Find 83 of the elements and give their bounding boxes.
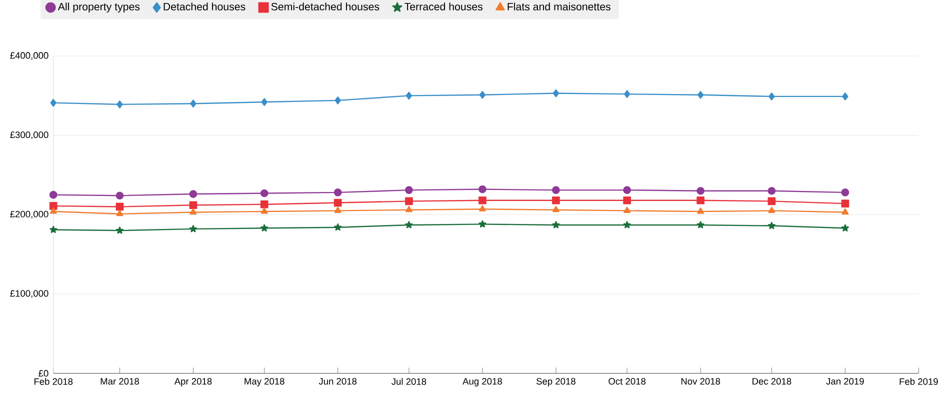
point bbox=[334, 188, 342, 197]
legend-label: All property types bbox=[58, 2, 140, 13]
point bbox=[334, 199, 342, 207]
point bbox=[768, 187, 776, 195]
point bbox=[768, 92, 775, 101]
point bbox=[49, 191, 58, 199]
point bbox=[334, 206, 342, 214]
point bbox=[624, 90, 630, 98]
point bbox=[334, 224, 342, 231]
point bbox=[552, 90, 560, 98]
point bbox=[842, 92, 848, 101]
point bbox=[768, 206, 776, 214]
point bbox=[552, 196, 560, 204]
point bbox=[552, 221, 560, 228]
point bbox=[334, 96, 341, 105]
point bbox=[116, 226, 124, 234]
point bbox=[623, 186, 631, 194]
point bbox=[116, 210, 124, 216]
point bbox=[696, 221, 704, 228]
x-tick-label: Oct 2018 bbox=[608, 378, 646, 385]
point bbox=[260, 200, 268, 208]
legend-label: Semi-detached houses bbox=[271, 2, 380, 11]
point bbox=[116, 100, 123, 108]
x-tick-label: Jan 2019 bbox=[826, 378, 864, 385]
point bbox=[478, 186, 486, 194]
point bbox=[49, 202, 58, 210]
point bbox=[406, 92, 412, 100]
x-tick-label: Mar 2018 bbox=[100, 378, 139, 385]
y-tick-label: £300,000 bbox=[10, 132, 48, 140]
x-tick-label: Jul 2018 bbox=[392, 378, 426, 386]
point bbox=[696, 196, 704, 204]
x-tick-label: Dec 2018 bbox=[752, 378, 792, 385]
point bbox=[260, 189, 268, 198]
point bbox=[768, 197, 776, 206]
legend-label: Flats and maisonettes bbox=[508, 2, 610, 11]
y-tick-label: £400,000 bbox=[10, 52, 48, 60]
point bbox=[260, 208, 268, 214]
x-tick-label: Aug 2018 bbox=[462, 378, 502, 387]
point bbox=[405, 221, 413, 228]
point bbox=[552, 206, 560, 212]
point bbox=[405, 197, 413, 206]
point bbox=[260, 224, 268, 232]
point bbox=[623, 196, 631, 204]
point bbox=[50, 226, 58, 234]
y-tick-label: £200,000 bbox=[10, 211, 48, 219]
x-tick-label: Sep 2018 bbox=[536, 378, 576, 387]
x-tick-label: Nov 2018 bbox=[681, 378, 720, 385]
x-tick-label: Feb 2019 bbox=[900, 378, 938, 386]
x-tick-label: Jun 2018 bbox=[318, 378, 357, 385]
legend-label: Terraced houses bbox=[404, 2, 483, 11]
point bbox=[116, 192, 124, 200]
point bbox=[696, 187, 704, 195]
x-tick-label: Apr 2018 bbox=[174, 378, 212, 387]
point bbox=[841, 200, 850, 208]
point bbox=[261, 98, 268, 106]
point bbox=[405, 206, 412, 212]
point bbox=[189, 190, 198, 198]
legend-label: Detached houses bbox=[164, 2, 246, 11]
point bbox=[841, 224, 849, 232]
y-tick-label: £0 bbox=[38, 370, 48, 377]
x-tick-label: May 2018 bbox=[244, 378, 284, 387]
point bbox=[697, 208, 704, 214]
point bbox=[478, 205, 486, 212]
point bbox=[697, 91, 704, 99]
point bbox=[116, 202, 124, 211]
point bbox=[189, 201, 198, 210]
point bbox=[841, 188, 850, 197]
point bbox=[478, 196, 486, 204]
point bbox=[479, 91, 486, 99]
point bbox=[50, 99, 56, 107]
point bbox=[478, 220, 486, 228]
point bbox=[190, 100, 196, 108]
point bbox=[842, 208, 849, 215]
point bbox=[624, 206, 631, 214]
y-tick-label: £100,000 bbox=[10, 290, 48, 298]
point bbox=[50, 208, 57, 214]
point bbox=[405, 186, 413, 194]
point bbox=[623, 221, 631, 228]
x-tick-label: Feb 2018 bbox=[34, 378, 73, 386]
point bbox=[768, 222, 776, 230]
point bbox=[552, 186, 560, 194]
point bbox=[190, 208, 197, 215]
point bbox=[189, 225, 197, 232]
